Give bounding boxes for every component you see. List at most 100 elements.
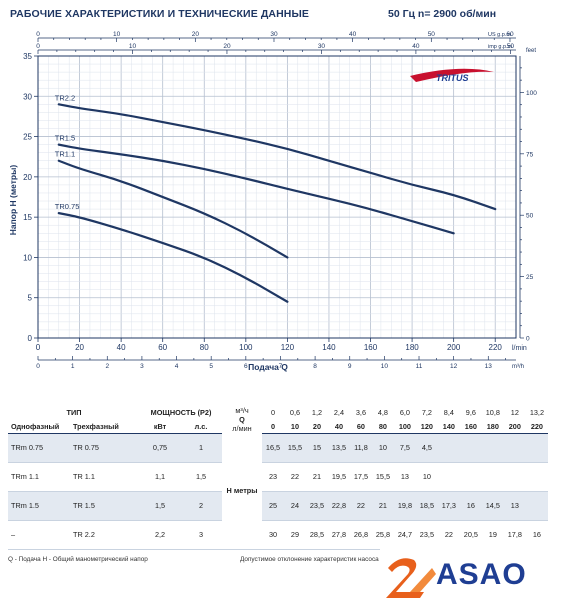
series-line [57,212,289,303]
head-value: 25 [262,491,284,521]
m3h-tick-label: 3 [140,363,144,370]
head-value: 21 [305,462,328,492]
col-three-phase-header: Трехфазный [70,419,141,434]
us-gpm-tick-label: 20 [192,31,200,38]
series-line [57,103,497,211]
flow-m3h-value: 6,0 [399,408,410,418]
x-tick-label: 40 [117,343,126,352]
flow-m3h-value: 4,8 [377,408,388,418]
m3h-tick-label: 4 [175,363,179,370]
y-axis-label: Напор H (метры) [8,165,18,236]
power-kw: 1,5 [140,491,181,521]
imp-gpm-tick-label: 40 [412,43,420,50]
y-tick-label: 25 [23,133,32,142]
series-label: TR1.5 [55,134,75,143]
x-tick-label: 0 [36,343,41,352]
head-value: 22 [284,462,306,492]
table-row: TRm 1.5 TR 1.5 1,5 2 25 24 23,5 22,8 22 21 19,8 18,… [8,491,548,521]
us-gpm-unit-label: US g.p.m. [488,32,513,38]
y-tick-label: 30 [23,92,32,101]
head-value: 17,5 [349,462,372,492]
x-tick-label: 220 [489,343,503,352]
m3h-tick-label: 11 [416,363,423,370]
head-value: 22 [349,491,372,521]
q-unit-lmin: л/мин [232,424,252,433]
head-value: 19,5 [327,462,350,492]
head-value: 23,5 [305,491,328,521]
y-tick-label: 10 [23,253,32,262]
us-gpm-tick-label: 0 [36,31,40,38]
m3h-tick-label: 8 [313,363,317,370]
head-value [525,462,548,492]
three-phase-model: TR 1.1 [70,462,141,492]
head-value: 23 [262,462,284,492]
head-value: 11,8 [349,433,372,463]
y-tick-label: 35 [23,52,32,61]
head-value: 4,5 [415,433,438,463]
head-value: 17,8 [503,520,526,550]
head-value: 19,8 [393,491,416,521]
flow-lmin-value: 40 [327,419,350,434]
head-value [437,433,460,463]
m3h-tick-label: 10 [381,363,389,370]
m3h-tick-label: 1 [71,363,75,370]
imp-gpm-tick-label: 30 [318,43,326,50]
x-tick-label: 120 [281,343,295,352]
flow-m3h-value: 0 [270,408,276,418]
us-gpm-tick-label: 10 [113,31,121,38]
feet-axis: 0 25 50 75 100 feet [519,48,537,343]
x-tick-label: 80 [200,343,209,352]
power-hp: 1,5 [180,462,223,492]
head-value [459,462,482,492]
m3h-tick-label: 9 [348,363,352,370]
head-value: 7,5 [393,433,416,463]
flow-m3h-value: 13,2 [529,408,545,418]
head-value: 30 [262,520,284,550]
head-value: 15,5 [284,433,306,463]
col-power-header: МОЩНОСТЬ (P2) [150,408,212,418]
x-tick-label: 20 [75,343,84,352]
flow-lmin-value: 120 [415,419,438,434]
page-title: РАБОЧИЕ ХАРАКТЕРИСТИКИ И ТЕХНИЧЕСКИЕ ДАН… [10,8,309,20]
head-value [525,491,548,521]
asao-mark-icon [386,558,436,598]
flow-lmin-value: 0 [262,419,284,434]
flow-lmin-value: 80 [371,419,394,434]
frequency-speed-spec: 50 Гц n= 2900 об/мин [388,8,497,20]
flow-lmin-value: 140 [437,419,460,434]
head-value: 21 [371,491,394,521]
head-value: 22,8 [327,491,350,521]
power-kw: 1,1 [140,462,181,492]
us-gpm-tick-label: 50 [428,31,436,38]
x-unit-label: l/min [512,345,527,352]
x-tick-label: 180 [405,343,419,352]
us-gpm-tick-label: 60 [506,31,514,38]
h-meters-label: H метры [222,433,263,550]
y-tick-label: 5 [28,294,33,303]
asao-logo [380,548,566,600]
flow-m3h-value: 1,2 [311,408,323,418]
flow-m3h-value: 12 [510,408,519,418]
flow-m3h-value: 3,6 [355,408,367,418]
head-value: 25,8 [371,520,394,550]
flow-m3h-value: 7,2 [421,408,432,418]
flow-lmin-value: 220 [525,419,548,434]
flow-lmin-value: 10 [284,419,306,434]
table-header-row: Однофазный Трехфазный кВт л.с. 0 10 20 40 60 80 10… [8,419,548,434]
series-label: TR1.1 [55,150,75,159]
x-tick-label: 60 [158,343,167,352]
flow-lmin-value: 20 [305,419,328,434]
m3h-tick-label: 2 [105,363,109,370]
m3h-tick-label: 0 [36,363,40,370]
flow-lmin-value: 100 [393,419,416,434]
head-value: 27,8 [327,520,350,550]
feet-unit-label: feet [526,48,536,54]
head-value: 14,5 [481,491,504,521]
single-phase-model: TRm 1.5 [8,491,70,521]
imp-gpm-tick-label: 50 [507,43,515,50]
table-row: TRm 0.75 TR 0.75 0,75 1 H метры 16,5 15,5 15 13,… [8,433,548,550]
y-tick-label: 15 [23,213,32,222]
head-value: 29 [284,520,306,550]
series-label: TR2.2 [55,93,75,102]
